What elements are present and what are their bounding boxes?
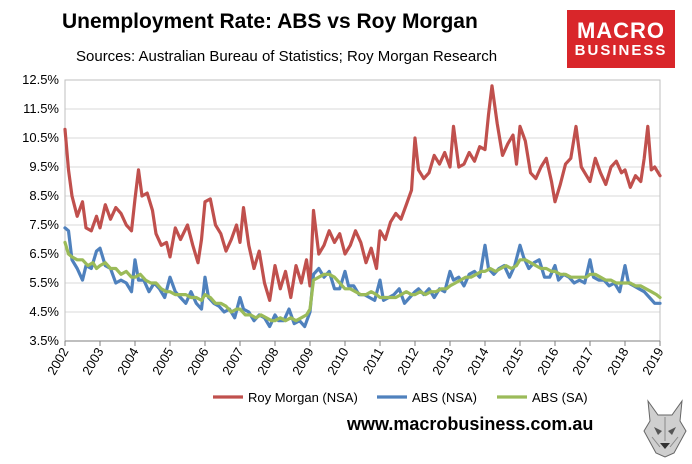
series-line-abs-sa bbox=[63, 240, 662, 323]
y-tick-label: 12.5% bbox=[22, 72, 59, 87]
x-tick-label: 2007 bbox=[219, 345, 246, 378]
wolf-icon bbox=[640, 397, 690, 459]
chart-subtitle: Sources: Australian Bureau of Statistics… bbox=[76, 48, 498, 65]
x-tick-label: 2009 bbox=[289, 345, 316, 378]
plot-area-border bbox=[64, 79, 661, 342]
macrobusiness-logo: MACRO BUSINESS bbox=[567, 10, 675, 68]
legend-label: ABS (SA) bbox=[532, 390, 588, 405]
x-tick-label: 2014 bbox=[464, 345, 491, 378]
y-tick-label: 8.5% bbox=[29, 188, 59, 203]
logo-line-1: MACRO bbox=[576, 18, 666, 43]
y-tick-label: 4.5% bbox=[29, 304, 59, 319]
x-tick-label: 2006 bbox=[184, 345, 211, 378]
y-tick-label: 6.5% bbox=[29, 246, 59, 261]
website-url: www.macrobusiness.com.au bbox=[347, 414, 594, 434]
y-tick-label: 9.5% bbox=[29, 159, 59, 174]
y-tick-label: 5.5% bbox=[29, 275, 59, 290]
x-tick-label: 2013 bbox=[429, 345, 456, 378]
y-tick-label: 10.5% bbox=[22, 130, 59, 145]
x-tick-label: 2018 bbox=[604, 345, 631, 378]
x-tick-label: 2012 bbox=[394, 345, 421, 378]
y-tick-label: 3.5% bbox=[29, 333, 59, 348]
x-tick-label: 2019 bbox=[639, 345, 666, 378]
legend-label: ABS (NSA) bbox=[412, 390, 477, 405]
x-tick-label: 2010 bbox=[324, 345, 351, 378]
y-tick-label: 11.5% bbox=[23, 101, 59, 116]
x-tick-label: 2003 bbox=[79, 345, 106, 378]
x-tick-label: 2015 bbox=[499, 345, 526, 378]
logo-line-2: BUSINESS bbox=[574, 42, 668, 59]
x-tick-label: 2016 bbox=[534, 345, 561, 378]
y-tick-label: 7.5% bbox=[29, 217, 59, 232]
x-tick-label: 2008 bbox=[254, 345, 281, 378]
x-tick-label: 2004 bbox=[114, 345, 141, 378]
series-line-roy-morgan-nsa bbox=[63, 84, 662, 302]
x-tick-label: 2011 bbox=[360, 345, 387, 377]
x-tick-label: 2005 bbox=[149, 345, 176, 378]
x-tick-label: 2017 bbox=[569, 345, 596, 378]
chart-title: Unemployment Rate: ABS vs Roy Morgan bbox=[62, 10, 478, 33]
legend-label: Roy Morgan (NSA) bbox=[248, 390, 358, 405]
x-tick-label: 2002 bbox=[44, 345, 71, 378]
